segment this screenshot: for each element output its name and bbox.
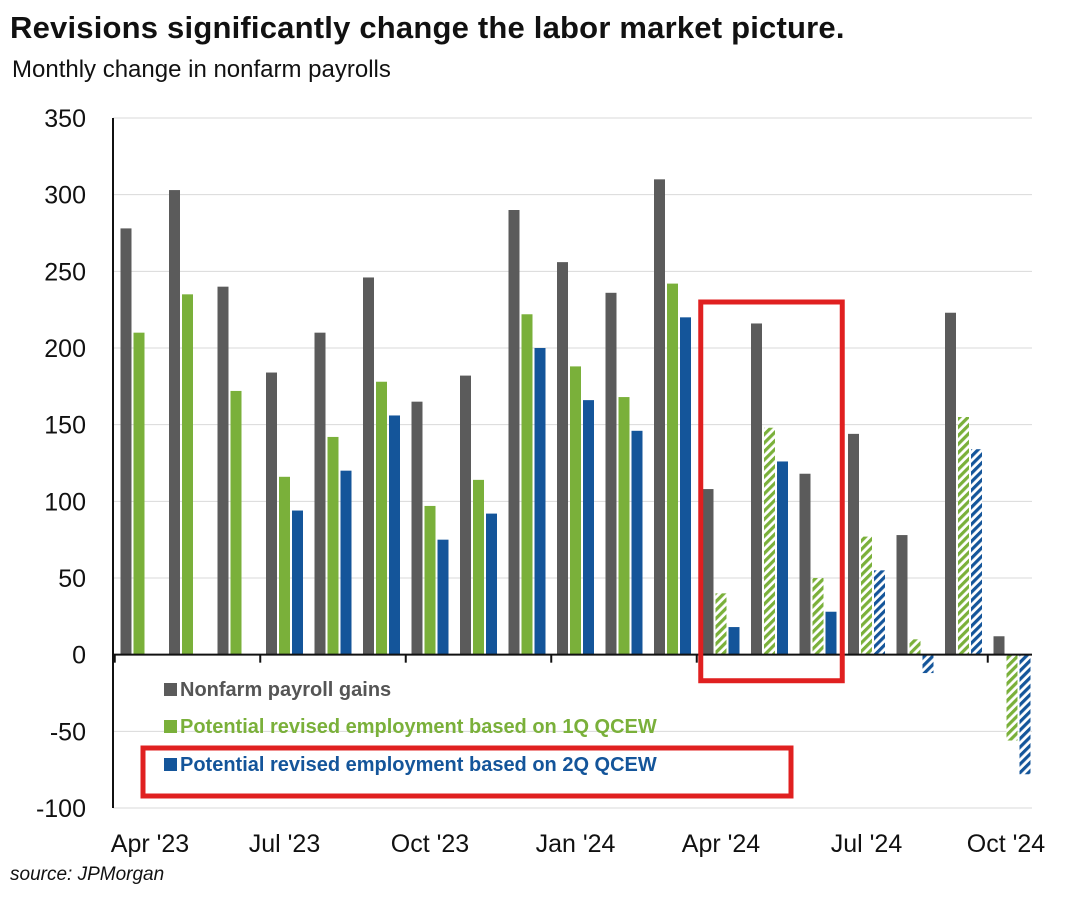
bar (217, 286, 229, 655)
bar (631, 430, 643, 655)
bar (389, 415, 400, 655)
bar (715, 593, 727, 655)
bar (279, 476, 290, 655)
bar (874, 570, 885, 655)
bar (583, 400, 594, 655)
y-tick-label: 0 (72, 642, 86, 670)
annotations (140, 299, 845, 799)
legend-swatch (164, 683, 177, 696)
bar (508, 210, 520, 655)
bar (896, 535, 908, 655)
bar (825, 611, 837, 655)
bar (230, 390, 242, 655)
y-tick-label: -50 (50, 718, 86, 746)
y-tick-label: 250 (44, 258, 86, 286)
legend-swatch (164, 758, 177, 771)
bar (460, 375, 471, 655)
bar (340, 470, 352, 655)
bar (618, 397, 630, 655)
y-tick-label: 300 (44, 182, 86, 210)
bar (363, 277, 374, 655)
y-tick-label: -100 (36, 795, 86, 823)
bar (654, 179, 665, 655)
bar (1019, 654, 1031, 775)
bar (133, 332, 145, 655)
legend-label: Potential revised employment based on 1Q… (180, 716, 657, 738)
bar (314, 332, 326, 655)
chart-subtitle: Monthly change in nonfarm payrolls (12, 56, 391, 83)
bar (958, 417, 969, 655)
y-tick-label: 100 (44, 488, 86, 516)
bar (667, 283, 678, 655)
legend: Nonfarm payroll gains Potential revised e… (164, 679, 657, 776)
bar (812, 578, 824, 655)
legend-label: Nonfarm payroll gains (180, 679, 391, 701)
bar (411, 401, 423, 655)
bar (848, 433, 859, 655)
bar (605, 292, 617, 655)
bar (182, 294, 193, 655)
bar (486, 513, 497, 655)
highlight-box-legend (140, 745, 794, 799)
bar (266, 372, 277, 655)
x-tick-label: Jan '24 (536, 830, 616, 858)
bar (120, 228, 132, 655)
bar (909, 639, 921, 655)
source-note: source: JPMorgan (10, 864, 165, 885)
bars (120, 179, 1031, 775)
x-tick-label: Jul '24 (831, 830, 903, 858)
bar (424, 505, 436, 655)
x-tick-label: Jul '23 (249, 830, 320, 858)
y-tick-label: 150 (44, 412, 86, 440)
axes: -100 -50 0 50 100 150 200 250 300 350 Apr '23 Jul '… (36, 105, 1045, 858)
x-tick-label: Apr '23 (111, 830, 189, 858)
bar (327, 436, 339, 655)
bar (764, 427, 775, 655)
bar (751, 323, 762, 655)
bar (557, 262, 568, 655)
bar (680, 317, 691, 655)
legend-swatch (164, 720, 177, 733)
bar (922, 654, 934, 674)
x-tick-label: Oct '24 (967, 830, 1046, 858)
bar (799, 473, 811, 655)
x-tick-label: Oct '23 (391, 830, 469, 858)
y-tick-label: 350 (44, 105, 86, 133)
bar (861, 536, 872, 655)
x-tick-label: Apr '24 (682, 830, 761, 858)
y-tick-label: 200 (44, 335, 86, 363)
bar (971, 449, 982, 655)
bar (702, 489, 714, 655)
bar (521, 314, 533, 655)
bar (1006, 654, 1018, 741)
legend-label: Potential revised employment based on 2Q… (180, 754, 657, 776)
y-tick-label: 50 (58, 565, 86, 593)
bar (376, 381, 387, 655)
bar (945, 312, 956, 655)
bar (534, 348, 546, 655)
chart-title: Revisions significantly change the labor… (10, 10, 845, 45)
bar (437, 539, 449, 655)
bar (570, 366, 581, 655)
highlight-box-apr-jun-2024 (698, 299, 845, 684)
bar (292, 510, 303, 655)
bar (169, 190, 180, 655)
bar (728, 627, 740, 655)
bar (473, 479, 484, 655)
bar (777, 461, 788, 655)
bar (993, 636, 1005, 655)
